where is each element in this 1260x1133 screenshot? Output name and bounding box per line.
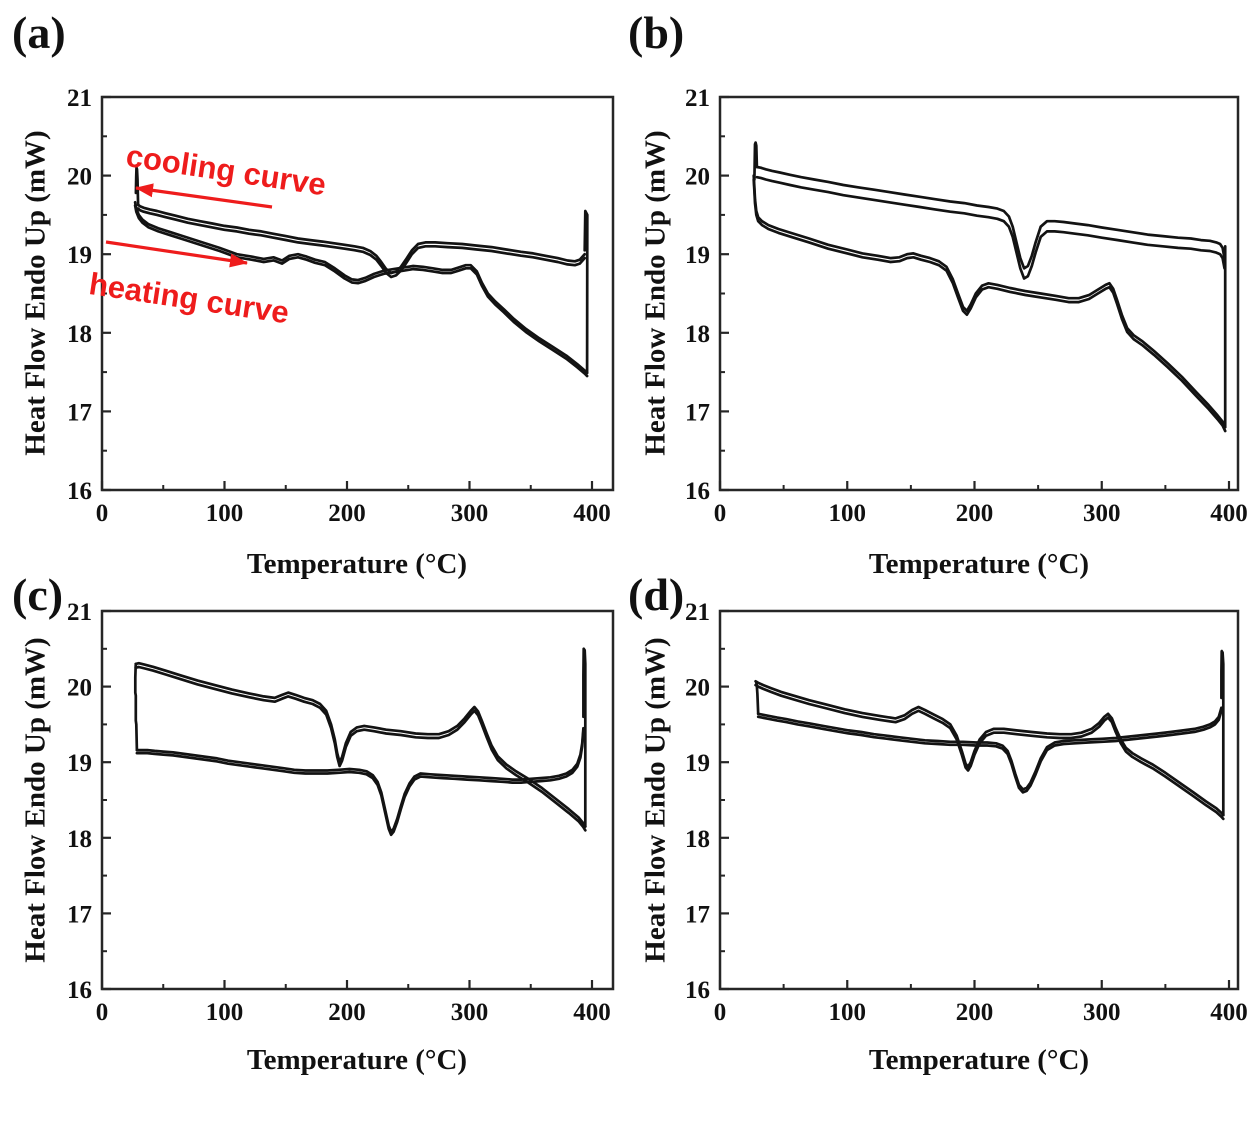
svg-text:20: 20 — [685, 164, 710, 191]
svg-text:20: 20 — [67, 675, 92, 702]
svg-text:0: 0 — [714, 500, 727, 527]
svg-text:21: 21 — [67, 85, 92, 112]
plot-area-a: 0 100 200 300 400 16 17 18 19 20 21 — [67, 85, 615, 527]
panel-label-a: (a) — [12, 7, 66, 58]
svg-text:16: 16 — [67, 977, 92, 1004]
svg-text:19: 19 — [67, 750, 92, 777]
svg-text:300: 300 — [451, 500, 489, 527]
svg-text:20: 20 — [67, 164, 92, 191]
svg-text:18: 18 — [67, 826, 92, 853]
x-axis-title-c: Temperature (°C) — [246, 1044, 468, 1076]
panel-c: 0 100 200 300 400 16 17 18 19 20 21 (c) Heat Flow … — [0, 566, 630, 1133]
svg-text:19: 19 — [685, 242, 710, 269]
svg-text:19: 19 — [685, 750, 710, 777]
svg-text:100: 100 — [829, 999, 867, 1026]
y-axis-title-d: Heat Flow Endo Up (mW) — [639, 637, 672, 963]
svg-text:200: 200 — [328, 999, 366, 1026]
x-axis-title-b: Temperature (°C) — [868, 548, 1090, 580]
svg-text:100: 100 — [829, 500, 867, 527]
panel-d: 0 100 200 300 400 16 17 18 19 20 21 (d) Heat Flow … — [628, 566, 1260, 1133]
heating-direction-arrow — [105, 240, 248, 268]
svg-text:200: 200 — [328, 500, 366, 527]
x-axis-title-a: Temperature (°C) — [246, 548, 468, 580]
panel-label-d: (d) — [628, 569, 685, 620]
cooling-direction-arrow — [135, 183, 273, 209]
panel-label-c: (c) — [12, 569, 64, 620]
svg-text:20: 20 — [685, 675, 710, 702]
panel-b: 0 100 200 300 400 16 17 18 19 20 21 (b) Heat Flow … — [628, 0, 1260, 580]
svg-text:300: 300 — [1083, 500, 1121, 527]
svg-text:18: 18 — [685, 321, 710, 348]
svg-text:100: 100 — [206, 999, 244, 1026]
svg-text:16: 16 — [685, 977, 710, 1004]
panel-label-b: (b) — [628, 7, 685, 58]
svg-text:16: 16 — [685, 478, 710, 505]
svg-text:200: 200 — [956, 500, 994, 527]
svg-text:0: 0 — [96, 500, 109, 527]
svg-text:400: 400 — [573, 500, 611, 527]
svg-text:400: 400 — [573, 999, 611, 1026]
svg-text:21: 21 — [685, 599, 710, 626]
svg-text:300: 300 — [1083, 999, 1121, 1026]
svg-text:17: 17 — [685, 901, 710, 928]
panel-a: 0 100 200 300 400 16 17 18 19 20 21 (a) Heat Flow … — [0, 0, 630, 580]
svg-text:16: 16 — [67, 478, 92, 505]
plot-area-b: 0 100 200 300 400 16 17 18 19 20 21 — [685, 85, 1248, 527]
svg-text:400: 400 — [1210, 500, 1248, 527]
svg-text:200: 200 — [956, 999, 994, 1026]
x-axis-title-d: Temperature (°C) — [868, 1044, 1090, 1076]
svg-text:17: 17 — [67, 901, 92, 928]
svg-text:100: 100 — [206, 500, 244, 527]
y-axis-title-c: Heat Flow Endo Up (mW) — [19, 637, 52, 963]
svg-text:19: 19 — [67, 242, 92, 269]
svg-text:0: 0 — [96, 999, 109, 1026]
svg-text:18: 18 — [67, 321, 92, 348]
svg-text:21: 21 — [685, 85, 710, 112]
svg-text:300: 300 — [451, 999, 489, 1026]
plot-area-c: 0 100 200 300 400 16 17 18 19 20 21 — [67, 599, 615, 1026]
svg-text:21: 21 — [67, 599, 92, 626]
svg-text:400: 400 — [1210, 999, 1248, 1026]
svg-text:0: 0 — [714, 999, 727, 1026]
y-axis-title-b: Heat Flow Endo Up (mW) — [639, 130, 672, 456]
plot-area-d: 0 100 200 300 400 16 17 18 19 20 21 — [685, 599, 1248, 1026]
svg-text:17: 17 — [685, 399, 710, 426]
svg-text:17: 17 — [67, 399, 92, 426]
svg-text:18: 18 — [685, 826, 710, 853]
y-axis-title-a: Heat Flow Endo Up (mW) — [19, 130, 52, 456]
